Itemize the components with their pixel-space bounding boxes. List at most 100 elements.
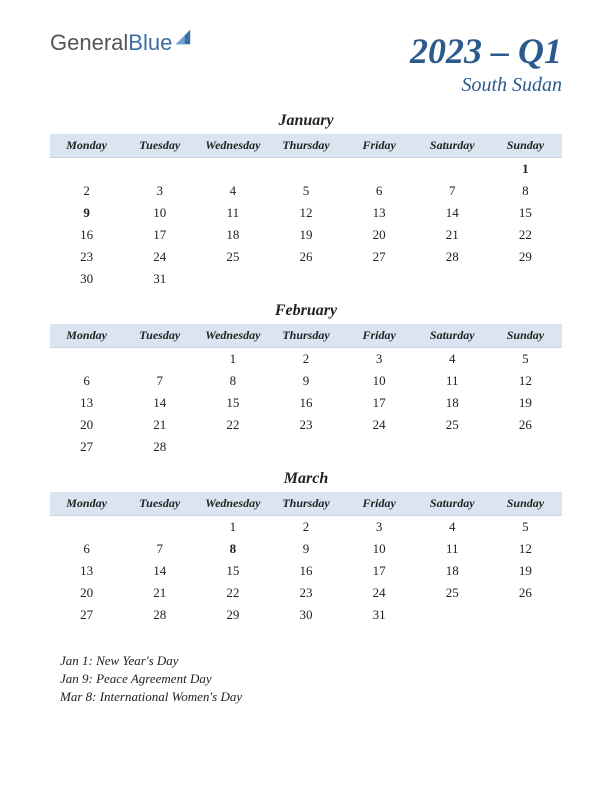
calendar-day — [489, 436, 562, 458]
calendar-day — [50, 348, 123, 371]
calendar-day — [50, 158, 123, 181]
calendar-day: 31 — [343, 604, 416, 626]
weekday-header: Wednesday — [196, 134, 269, 158]
weekday-header: Sunday — [489, 134, 562, 158]
holiday-entry: Jan 1: New Year's Day — [60, 653, 552, 669]
weekday-header: Tuesday — [123, 324, 196, 348]
calendar-day: 15 — [196, 392, 269, 414]
calendar-day: 14 — [416, 202, 489, 224]
calendar-day: 5 — [489, 348, 562, 371]
calendar-day: 5 — [489, 516, 562, 539]
holiday-entry: Mar 8: International Women's Day — [60, 689, 552, 705]
calendar-day: 21 — [123, 582, 196, 604]
weekday-header: Tuesday — [123, 134, 196, 158]
calendar-day: 21 — [416, 224, 489, 246]
calendar-day — [489, 604, 562, 626]
calendar-row: 13141516171819 — [50, 392, 562, 414]
holiday-entry: Jan 9: Peace Agreement Day — [60, 671, 552, 687]
calendar-day: 25 — [416, 582, 489, 604]
weekday-header: Saturday — [416, 492, 489, 516]
calendar-day: 12 — [269, 202, 342, 224]
calendar-day: 14 — [123, 392, 196, 414]
calendar-day — [416, 158, 489, 181]
logo: GeneralBlue — [50, 30, 192, 56]
calendar-day: 22 — [196, 582, 269, 604]
calendar-day — [343, 158, 416, 181]
weekday-header: Sunday — [489, 492, 562, 516]
calendar-day: 21 — [123, 414, 196, 436]
calendar-day — [489, 268, 562, 290]
calendar-day: 11 — [196, 202, 269, 224]
calendar-day: 1 — [196, 516, 269, 539]
calendar-day: 2 — [269, 516, 342, 539]
calendar-day: 30 — [50, 268, 123, 290]
calendar-day: 24 — [343, 582, 416, 604]
region-title: South Sudan — [410, 74, 562, 97]
calendar-row: 6789101112 — [50, 538, 562, 560]
month-block: JanuaryMondayTuesdayWednesdayThursdayFri… — [50, 112, 562, 290]
calendar-day — [416, 604, 489, 626]
calendar-day — [196, 436, 269, 458]
calendar-day: 24 — [343, 414, 416, 436]
calendar-day: 9 — [269, 370, 342, 392]
calendar-day: 20 — [343, 224, 416, 246]
calendar-day: 15 — [489, 202, 562, 224]
calendar-day: 28 — [123, 436, 196, 458]
calendar-row: 6789101112 — [50, 370, 562, 392]
calendar-day: 17 — [123, 224, 196, 246]
calendar-day: 8 — [196, 538, 269, 560]
weekday-header: Thursday — [269, 134, 342, 158]
calendar-day — [123, 348, 196, 371]
weekday-header: Monday — [50, 134, 123, 158]
calendar-row: 16171819202122 — [50, 224, 562, 246]
calendars-container: JanuaryMondayTuesdayWednesdayThursdayFri… — [0, 107, 612, 626]
calendar-day: 18 — [416, 560, 489, 582]
calendar-day: 12 — [489, 370, 562, 392]
weekday-header: Wednesday — [196, 324, 269, 348]
weekday-header: Monday — [50, 324, 123, 348]
calendar-day — [416, 268, 489, 290]
logo-text-general: General — [50, 30, 128, 56]
calendar-day: 26 — [269, 246, 342, 268]
calendar-table: MondayTuesdayWednesdayThursdayFridaySatu… — [50, 324, 562, 458]
calendar-day — [269, 436, 342, 458]
calendar-day — [196, 158, 269, 181]
calendar-row: 12345 — [50, 516, 562, 539]
calendar-day: 9 — [50, 202, 123, 224]
calendar-day: 24 — [123, 246, 196, 268]
title-block: 2023 – Q1 South Sudan — [410, 30, 562, 97]
header: GeneralBlue 2023 – Q1 South Sudan — [0, 0, 612, 107]
calendar-day: 20 — [50, 582, 123, 604]
month-block: FebruaryMondayTuesdayWednesdayThursdayFr… — [50, 302, 562, 458]
calendar-day: 14 — [123, 560, 196, 582]
calendar-day: 19 — [489, 560, 562, 582]
calendar-day: 27 — [50, 436, 123, 458]
calendar-day: 4 — [416, 516, 489, 539]
calendar-row: 1 — [50, 158, 562, 181]
calendar-day: 17 — [343, 560, 416, 582]
calendar-row: 2728 — [50, 436, 562, 458]
calendar-day: 12 — [489, 538, 562, 560]
calendar-day: 13 — [50, 560, 123, 582]
calendar-day — [196, 268, 269, 290]
weekday-header: Friday — [343, 134, 416, 158]
calendar-day: 4 — [416, 348, 489, 371]
weekday-header: Thursday — [269, 492, 342, 516]
weekday-header: Tuesday — [123, 492, 196, 516]
weekday-header: Thursday — [269, 324, 342, 348]
calendar-day: 3 — [343, 348, 416, 371]
calendar-row: 12345 — [50, 348, 562, 371]
calendar-day: 2 — [269, 348, 342, 371]
calendar-day: 9 — [269, 538, 342, 560]
month-name: March — [50, 470, 562, 488]
calendar-day: 23 — [269, 414, 342, 436]
calendar-day: 11 — [416, 370, 489, 392]
calendar-day — [416, 436, 489, 458]
calendar-day: 29 — [196, 604, 269, 626]
calendar-day: 6 — [343, 180, 416, 202]
calendar-day: 27 — [50, 604, 123, 626]
calendar-day: 8 — [489, 180, 562, 202]
calendar-day: 16 — [50, 224, 123, 246]
holiday-list: Jan 1: New Year's Day Jan 9: Peace Agreem… — [0, 638, 612, 722]
calendar-day — [269, 158, 342, 181]
